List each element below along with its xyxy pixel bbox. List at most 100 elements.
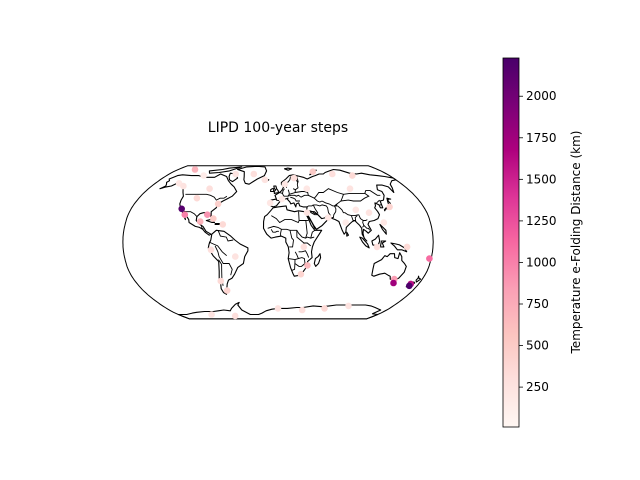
country-border-14 xyxy=(298,250,310,258)
proxy-site-marker xyxy=(346,185,354,192)
country-border-17 xyxy=(291,263,296,271)
country-border-2 xyxy=(199,224,204,230)
proxy-site-marker xyxy=(206,185,213,192)
land-australia xyxy=(371,252,407,281)
proxy-site-marker xyxy=(325,214,332,221)
proxy-site-marker xyxy=(231,312,239,320)
proxy-site-marker xyxy=(386,203,393,211)
landmasses xyxy=(159,165,422,320)
country-border-3 xyxy=(217,230,234,242)
proxy-site-marker xyxy=(219,221,227,228)
proxy-site-marker xyxy=(352,206,360,214)
country-border-35 xyxy=(340,193,370,202)
chart-title: LIPD 100-year steps xyxy=(208,120,348,136)
proxy-site-marker xyxy=(193,194,201,202)
country-border-38 xyxy=(313,204,332,218)
colorbar-tick-label: 250 xyxy=(526,380,549,394)
country-border-11 xyxy=(289,230,294,248)
proxy-site-marker xyxy=(181,211,189,218)
land-ireland xyxy=(270,188,275,193)
colorbar-tick-label: 750 xyxy=(526,297,549,311)
country-border-13 xyxy=(303,242,311,247)
country-border-47 xyxy=(363,219,368,221)
country-border-39 xyxy=(312,204,319,214)
colorbar: 250 500 750 1000 1250 1500 1750 2000 Temperatur… xyxy=(502,57,583,428)
proxy-site-marker xyxy=(303,209,311,216)
land-madagascar xyxy=(313,253,322,267)
land-borneo xyxy=(371,234,381,247)
proxy-site-marker xyxy=(380,219,388,226)
proxy-site-marker xyxy=(200,172,207,179)
proxy-site-marker xyxy=(196,218,204,225)
proxy-site-marker xyxy=(426,255,433,262)
colorbar-tick-label: 1500 xyxy=(526,172,557,186)
proxy-site-marker xyxy=(329,170,336,178)
proxy-site-marker xyxy=(191,166,199,173)
country-border-23 xyxy=(282,188,285,194)
proxy-site-marker xyxy=(300,243,308,251)
proxy-site-marker xyxy=(365,209,373,216)
proxy-site-marker xyxy=(345,302,352,310)
country-border-28 xyxy=(295,175,299,191)
proxy-site-marker xyxy=(303,185,311,192)
proxy-sites xyxy=(175,166,433,320)
land-sumatra xyxy=(359,236,370,249)
country-border-49 xyxy=(376,199,380,204)
country-border-26 xyxy=(287,194,302,198)
country-border-48 xyxy=(363,225,371,231)
colorbar-label: Temperature e-Folding Distance (km) xyxy=(569,131,583,355)
country-border-9 xyxy=(280,229,282,237)
proxy-site-marker xyxy=(178,205,185,213)
proxy-site-marker xyxy=(349,172,356,179)
proxy-site-marker xyxy=(274,305,282,312)
proxy-site-marker xyxy=(403,243,411,251)
land-nz-north xyxy=(415,275,422,283)
land-uk xyxy=(273,185,280,194)
proxy-site-marker xyxy=(261,176,269,184)
country-border-4 xyxy=(214,245,233,276)
proxy-site-marker xyxy=(390,279,397,287)
country-border-20 xyxy=(310,229,316,239)
land-arctic-islands xyxy=(208,166,243,174)
proxy-site-marker xyxy=(406,282,413,290)
proxy-site-marker xyxy=(278,195,286,203)
proxy-site-marker xyxy=(210,215,217,222)
land-svalbard xyxy=(283,167,293,171)
country-border-32 xyxy=(308,188,344,199)
country-border-43 xyxy=(330,205,337,219)
land-sulawesi xyxy=(379,240,387,248)
land-philippines xyxy=(379,223,387,235)
country-border-40 xyxy=(306,204,314,208)
proxy-site-marker xyxy=(180,182,187,190)
proxy-site-marker xyxy=(208,311,215,318)
proxy-site-marker xyxy=(232,253,239,260)
land-sri-lanka xyxy=(346,231,350,237)
colorbar-tick-label: 2000 xyxy=(526,89,557,103)
world-map xyxy=(122,165,434,320)
country-borders xyxy=(181,175,382,286)
country-border-0 xyxy=(185,193,228,201)
proxy-site-marker xyxy=(298,306,306,314)
country-border-1 xyxy=(181,210,198,217)
proxy-site-marker xyxy=(232,170,239,178)
country-border-44 xyxy=(334,205,359,217)
colorbar-tick-label: 1250 xyxy=(526,214,557,228)
colorbar-ticks: 250 500 750 1000 1250 1500 1750 2000 xyxy=(519,89,557,394)
country-border-19 xyxy=(299,220,308,239)
colorbar-gradient xyxy=(502,57,520,428)
proxy-site-marker xyxy=(342,219,350,226)
proxy-site-marker xyxy=(281,180,289,188)
country-border-37 xyxy=(313,197,323,203)
land-eurasia xyxy=(270,168,397,242)
land-hispaniola xyxy=(214,222,221,225)
proxy-site-marker xyxy=(204,211,211,218)
country-border-5 xyxy=(208,241,227,257)
proxy-site-marker xyxy=(250,170,258,178)
colorbar-tick-label: 1750 xyxy=(526,131,557,145)
proxy-site-marker xyxy=(321,305,328,312)
country-border-27 xyxy=(290,196,300,202)
proxy-site-marker xyxy=(217,277,225,285)
proxy-site-marker xyxy=(297,270,305,278)
country-border-45 xyxy=(350,215,358,221)
